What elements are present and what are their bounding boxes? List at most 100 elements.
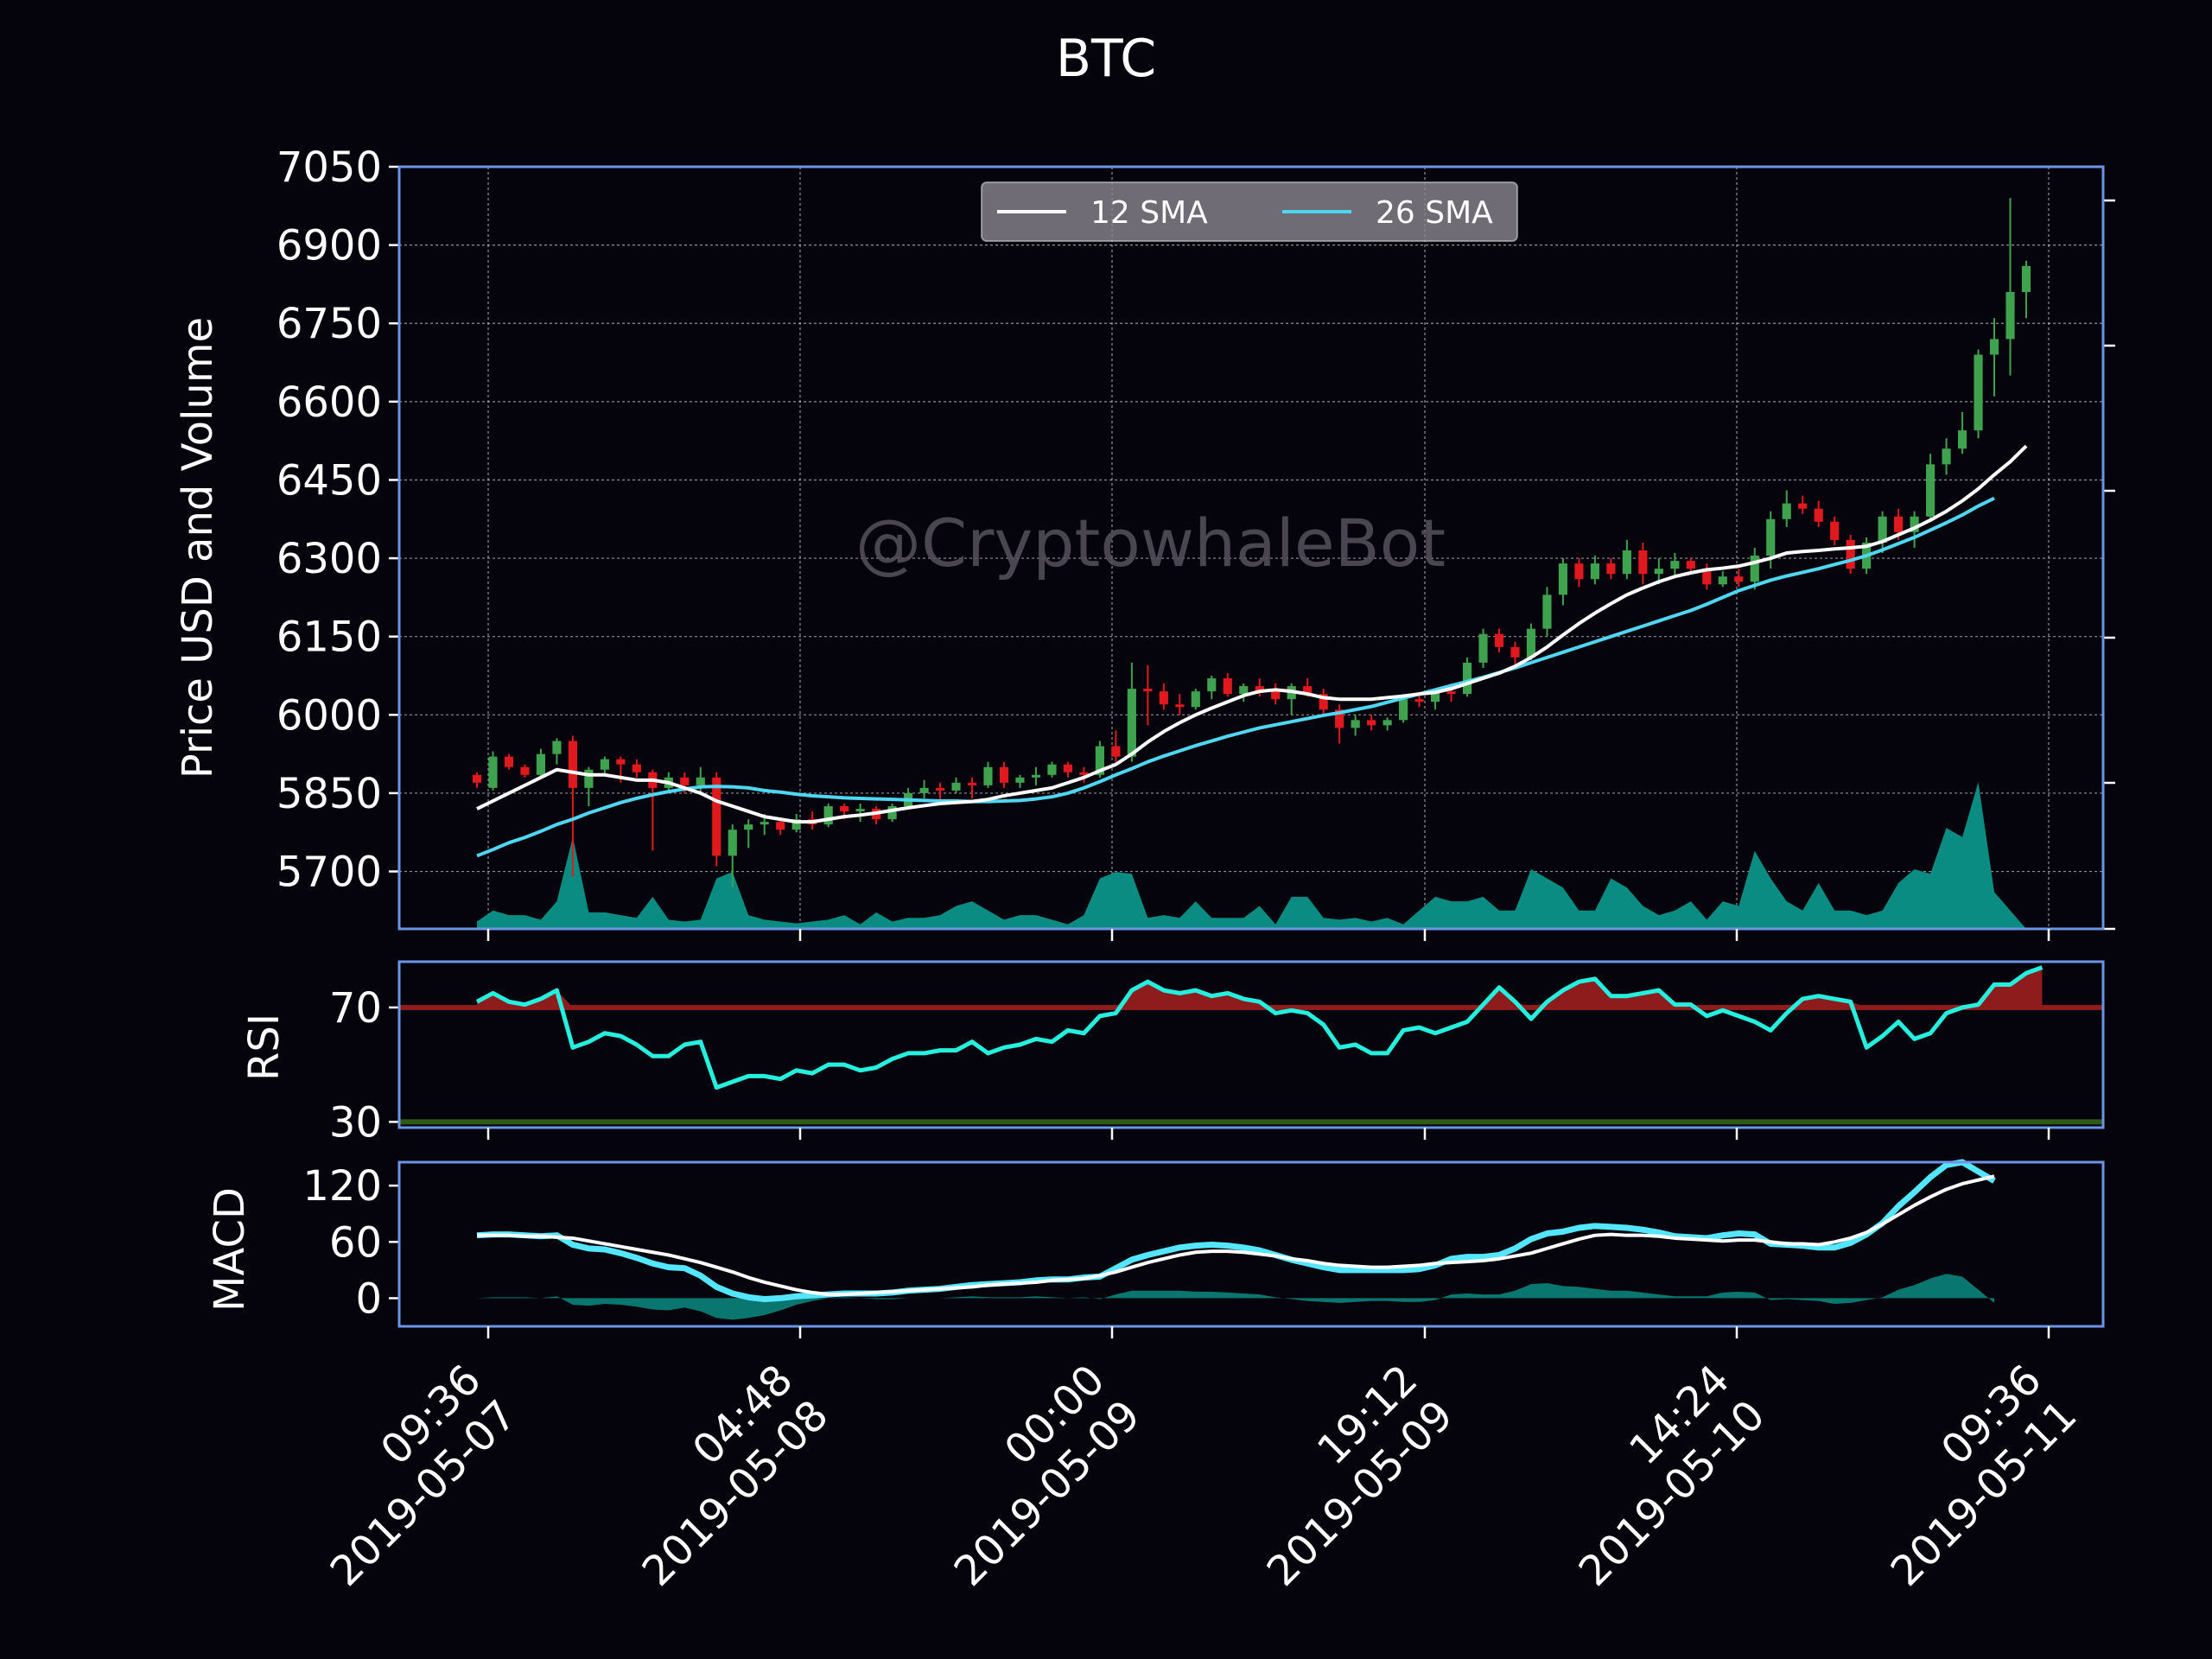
candle-body (1686, 561, 1695, 569)
candle-body (1558, 563, 1568, 595)
macd-line (476, 1159, 1996, 1303)
candle-body (1159, 691, 1168, 705)
candle-body (1718, 576, 1727, 585)
y-tick-label: 6450 (276, 456, 382, 505)
candle-body (744, 824, 753, 830)
candle-body (983, 766, 993, 785)
candle-body (1510, 646, 1520, 658)
rsi-y-ticks: 30 70 (329, 984, 399, 1147)
candle-body (1878, 516, 1887, 543)
candle-body (616, 759, 626, 765)
candle-body (472, 774, 482, 783)
rsi-overbought-fill (477, 967, 2043, 1007)
candle-body (1207, 678, 1217, 692)
candle-body (1319, 694, 1328, 710)
candle-body (1702, 569, 1712, 585)
rsi-lines (399, 965, 2103, 1125)
candle-body (1574, 563, 1584, 580)
candle-body (1526, 628, 1536, 658)
candle-body (1047, 764, 1057, 775)
macd-y-ticks: 0 60 120 (302, 1162, 399, 1323)
candle-body (1590, 563, 1600, 580)
y-tick-label: 6300 (276, 535, 382, 583)
candle-body (1414, 699, 1424, 702)
y-tick-label: 5850 (276, 770, 382, 818)
candle-body (1846, 539, 1855, 569)
y-tick-label: 60 (329, 1218, 382, 1267)
candle-body (935, 787, 945, 791)
candlesticks (472, 198, 2031, 887)
y-tick-label: 6900 (276, 222, 382, 270)
candle-body (1989, 339, 1999, 355)
sma26-line (476, 496, 1995, 858)
candle-body (1127, 689, 1136, 757)
candle-body (887, 806, 897, 820)
sma-lines (476, 444, 2028, 858)
candle-body (504, 756, 514, 767)
candle-body (1830, 521, 1840, 540)
candle-body (1542, 594, 1552, 629)
y-tick-label: 6600 (276, 378, 382, 427)
candle-body (1015, 777, 1025, 783)
candle-body (1478, 633, 1488, 663)
candle-body (1303, 686, 1313, 695)
candle-body (1910, 516, 1919, 532)
y-tick-label: 6000 (276, 691, 382, 740)
volume-area (477, 782, 2026, 929)
macd-lines (476, 1159, 1996, 1303)
candle-body (2021, 265, 2031, 292)
candle-body (1734, 576, 1744, 582)
legend-box (981, 181, 1518, 242)
rsi-overbought-area (477, 967, 2043, 1007)
y-tick-label: 6750 (276, 300, 382, 348)
candle-body (1814, 508, 1823, 522)
volume-right-ticks (2103, 199, 2115, 931)
candle-body (1063, 764, 1073, 772)
candle-body (680, 777, 690, 785)
candle-body (1175, 704, 1185, 708)
candle-body (760, 822, 769, 825)
candle-body (1462, 662, 1472, 695)
candle-body (1638, 550, 1648, 575)
candle-body (536, 753, 546, 775)
candle-body (855, 809, 865, 812)
candle-body (2005, 291, 2015, 340)
rsi-ylabel: RSI (240, 1014, 289, 1081)
rsi-frame (397, 960, 2105, 1129)
candle-body (1670, 561, 1680, 569)
candle-body (1494, 633, 1504, 647)
candle-body (728, 830, 737, 856)
candle-body (1255, 686, 1264, 692)
candle-body (520, 766, 530, 775)
candle-body (1974, 354, 1983, 431)
candle-body (1351, 720, 1360, 728)
price-panel: @CryptowhaleBot 5700 5850 6000 6150 6300 6450… (174, 143, 2115, 931)
candle-body (488, 756, 498, 788)
macd-signal-line (477, 1174, 1995, 1297)
candle-body (1606, 563, 1616, 575)
candle-body (1367, 720, 1376, 726)
candle-body (1654, 569, 1663, 575)
y-tick-label: 120 (302, 1162, 382, 1211)
y-tick-label: 0 (355, 1274, 382, 1323)
candle-body (1942, 448, 1951, 465)
y-tick-label: 7050 (276, 143, 382, 192)
legend-label-sma12: 12 SMA (1090, 195, 1208, 231)
candle-body (632, 764, 641, 772)
candle-body (1622, 550, 1631, 575)
legend-label-sma26: 26 SMA (1376, 195, 1493, 231)
candle-body (1894, 516, 1904, 532)
candle-body (791, 819, 801, 830)
chart-title: BTC (1056, 29, 1156, 89)
candle-body (1335, 709, 1344, 728)
macd-histogram (477, 1274, 1995, 1320)
candle-body (1382, 720, 1392, 726)
candle-body (1926, 464, 1936, 517)
candle-body (1223, 678, 1232, 695)
volume-series (477, 782, 2026, 929)
y-tick-label: 6150 (276, 613, 382, 662)
candle-body (1766, 518, 1776, 556)
candle-body (1750, 556, 1759, 582)
